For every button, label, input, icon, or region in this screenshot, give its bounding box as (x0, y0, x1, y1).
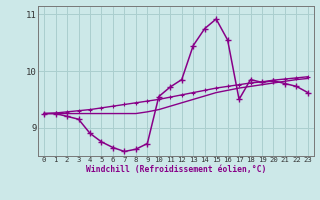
X-axis label: Windchill (Refroidissement éolien,°C): Windchill (Refroidissement éolien,°C) (86, 165, 266, 174)
